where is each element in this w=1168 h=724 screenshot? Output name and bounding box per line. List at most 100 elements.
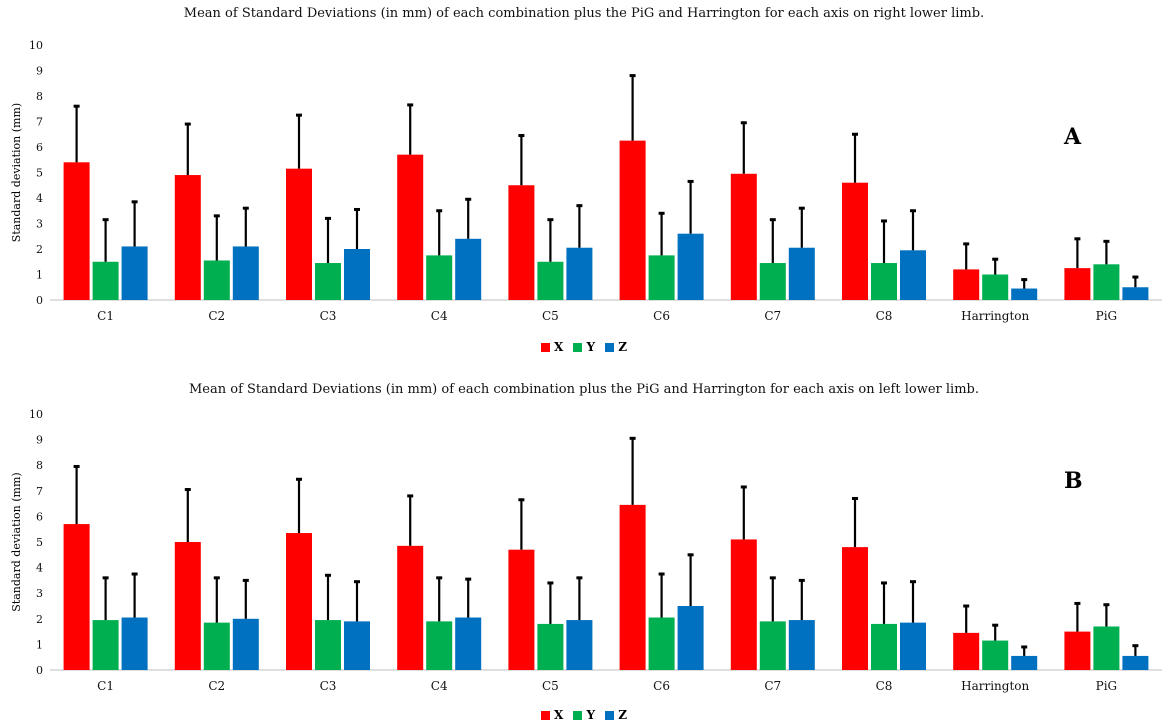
y-tick-label: 1 [36, 638, 43, 651]
x-tick-label: Harrington [961, 309, 1029, 323]
bar-y-c4 [426, 255, 453, 300]
y-tick-label: 6 [36, 141, 43, 154]
bar-z-harrington [1011, 288, 1038, 300]
y-tick-label: 9 [36, 65, 43, 78]
bar-y-c1 [92, 261, 119, 300]
bar-y-c3 [315, 620, 341, 670]
bar-y-pig [1093, 626, 1120, 670]
bar-y-c8 [871, 623, 897, 670]
x-tick-label: PiG [1096, 679, 1118, 693]
x-tick-label: C4 [431, 679, 448, 693]
y-tick-label: 5 [36, 536, 43, 549]
bar-x-harrington [953, 269, 980, 300]
bar-y-harrington [982, 640, 1009, 670]
bar-z-c7 [788, 620, 815, 670]
legend-item-z: Z [605, 340, 627, 354]
y-tick-label: 10 [29, 39, 43, 52]
legend-item-z: Z [605, 708, 627, 722]
y-tick-label: 5 [36, 167, 43, 180]
bar-x-c5 [508, 185, 535, 300]
x-tick-label: C1 [97, 679, 114, 693]
legend-a: X Y Z [0, 340, 1168, 355]
y-tick-label: 8 [36, 459, 43, 472]
bar-y-c2 [203, 622, 230, 670]
bar-y-c6 [648, 255, 675, 300]
bar-x-c8 [842, 547, 868, 670]
bar-z-c6 [677, 233, 704, 300]
legend-b: X Y Z [0, 708, 1168, 723]
y-tick-label: 2 [36, 613, 43, 626]
bar-x-c2 [174, 175, 201, 300]
bar-x-pig [1064, 631, 1091, 670]
bar-y-c5 [537, 261, 564, 300]
y-tick-label: 1 [36, 269, 43, 282]
y-tick-label: 4 [36, 192, 43, 205]
chart-panel-a: Mean of Standard Deviations (in mm) of e… [0, 6, 1168, 355]
bar-x-c8 [842, 182, 868, 300]
bar-y-c8 [871, 263, 897, 300]
y-tick-label: 0 [36, 294, 43, 307]
bar-x-c7 [730, 173, 757, 300]
y-tick-label: 7 [36, 116, 43, 129]
panel-label-a: A [1064, 124, 1082, 150]
bar-y-c5 [537, 623, 564, 670]
y-tick-label: 4 [36, 562, 43, 575]
x-tick-label: C3 [320, 679, 337, 693]
bar-z-c8 [900, 622, 926, 670]
bar-z-c2 [232, 246, 259, 300]
bar-z-c1 [121, 246, 148, 300]
bar-x-c4 [397, 545, 424, 670]
x-tick-label: C8 [876, 679, 893, 693]
bar-x-c3 [286, 533, 312, 670]
x-tick-label: C6 [653, 309, 670, 323]
bar-y-harrington [982, 274, 1009, 300]
y-tick-label: 8 [36, 90, 43, 103]
x-tick-label: C4 [431, 309, 448, 323]
bar-y-c4 [426, 621, 453, 670]
x-tick-label: C7 [764, 679, 781, 693]
x-tick-label: C2 [208, 679, 225, 693]
y-tick-label: 2 [36, 243, 43, 256]
y-tick-label: 7 [36, 485, 43, 498]
bar-z-c4 [455, 238, 482, 300]
bar-z-c3 [344, 621, 370, 670]
bar-z-c7 [788, 247, 815, 300]
bar-x-c1 [63, 162, 90, 300]
bar-x-c5 [508, 549, 535, 670]
bar-z-pig [1122, 655, 1149, 670]
legend-label-y: Y [586, 708, 596, 722]
y-tick-label: 10 [29, 408, 43, 421]
legend-swatch-y [573, 342, 583, 352]
chart-svg-a: Standard deviation (mm) 0 1 2 3 4 5 6 7 8 9 10 C1 C2 C… [10, 39, 1162, 323]
legend-swatch-z [605, 342, 615, 352]
bar-x-c4 [397, 154, 424, 300]
bar-y-c2 [203, 260, 230, 300]
bar-z-c3 [344, 249, 370, 300]
chart-panel-b: Mean of Standard Deviations (in mm) of e… [0, 368, 1168, 724]
x-tick-label: C5 [542, 309, 559, 323]
x-tick-label: C7 [764, 309, 781, 323]
x-tick-label: PiG [1096, 309, 1118, 323]
bar-x-c6 [619, 140, 646, 300]
chart-svg-b: Standard deviation (mm) 0 1 2 3 4 5 6 7 8 9 10 C1 C2 C… [10, 408, 1162, 693]
bar-x-c7 [730, 539, 757, 670]
bar-z-c1 [121, 617, 148, 670]
bar-y-c6 [648, 617, 675, 670]
legend-swatch-y [573, 710, 583, 720]
x-tick-label: C8 [876, 309, 893, 323]
bar-y-c7 [759, 263, 786, 300]
legend-label-x: X [553, 340, 564, 354]
chart-title-a: Mean of Standard Deviations (in mm) of e… [183, 6, 985, 21]
legend-label-y: Y [586, 340, 596, 354]
y-axis-label: Standard deviation (mm) [10, 472, 23, 611]
x-tick-label: C5 [542, 679, 559, 693]
bar-z-c5 [566, 620, 593, 670]
bar-x-c6 [619, 504, 646, 670]
bar-x-c2 [174, 542, 201, 670]
y-tick-label: 6 [36, 510, 43, 523]
legend-label-z: Z [618, 340, 628, 354]
bar-x-pig [1064, 268, 1091, 300]
bar-y-c1 [92, 620, 119, 670]
x-tick-label: C3 [320, 309, 337, 323]
y-tick-label: 9 [36, 434, 43, 447]
